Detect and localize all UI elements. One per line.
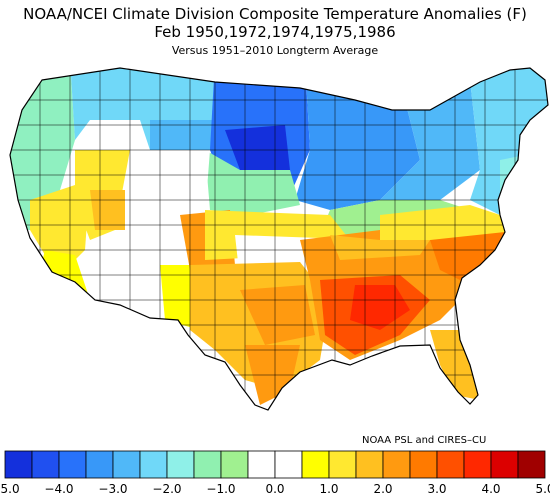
- color-scale-box: [247, 450, 276, 479]
- color-scale-tick-label: −1.0: [206, 482, 235, 496]
- region-plains-green: [205, 150, 300, 215]
- color-scale-box: [193, 450, 222, 479]
- color-scale-box: [112, 450, 141, 479]
- color-scale-box: [58, 450, 87, 479]
- color-scale-box: [490, 450, 519, 479]
- color-scale-tick-label: −2.0: [152, 482, 181, 496]
- color-scale-box: [4, 450, 33, 479]
- color-scale-box: [382, 450, 411, 479]
- color-scale-box: [328, 450, 357, 479]
- color-scale-tick-label: 0.0: [265, 482, 284, 496]
- region-appalachia-yellow: [330, 235, 430, 260]
- region-dakotas-deep: [225, 125, 290, 170]
- color-scale-box: [463, 450, 492, 479]
- color-scale-box: [85, 450, 114, 479]
- map-title: NOAA/NCEI Climate Division Composite Tem…: [23, 5, 527, 23]
- color-scale-box: [301, 450, 330, 479]
- color-scale-tick-label: 2.0: [373, 482, 392, 496]
- color-scale-box: [31, 450, 60, 479]
- color-scale-box: [409, 450, 438, 479]
- color-scale-tick-label: 1.0: [319, 482, 338, 496]
- color-scale-box: [517, 450, 546, 479]
- region-montana-east: [150, 120, 215, 150]
- color-scale-tick-label: 5.0: [535, 482, 550, 496]
- map-subtitle-years: Feb 1950,1972,1974,1975,1986: [154, 23, 396, 41]
- region-kansas-neutral: [235, 235, 320, 262]
- color-scale-box: [436, 450, 465, 479]
- color-scale-box: [274, 450, 303, 479]
- us-climate-division-map: [9, 67, 549, 411]
- color-scale-boxes: [4, 450, 546, 479]
- color-scale-labels: −5.0 −4.0 −3.0 −2.0 −1.0 0.0 1.0 2.0 3.0 4.0 5.0: [0, 482, 550, 496]
- map-subtitle-baseline: Versus 1951–2010 Longterm Average: [171, 44, 379, 57]
- division-boundaries: [10, 68, 548, 410]
- us-outline: [9, 67, 549, 411]
- color-scale-box: [220, 450, 249, 479]
- region-nevada-yellow: [30, 180, 90, 265]
- color-scale-tick-label: 3.0: [427, 482, 446, 496]
- color-scale-tick-label: −5.0: [0, 482, 20, 496]
- color-scale-tick-label: −4.0: [44, 482, 73, 496]
- color-scale-box: [139, 450, 168, 479]
- color-scale-box: [355, 450, 384, 479]
- color-scale-tick-label: −3.0: [98, 482, 127, 496]
- data-credit: NOAA PSL and CIRES–CU: [362, 435, 487, 446]
- color-scale-box: [166, 450, 195, 479]
- color-scale-tick-label: 4.0: [481, 482, 500, 496]
